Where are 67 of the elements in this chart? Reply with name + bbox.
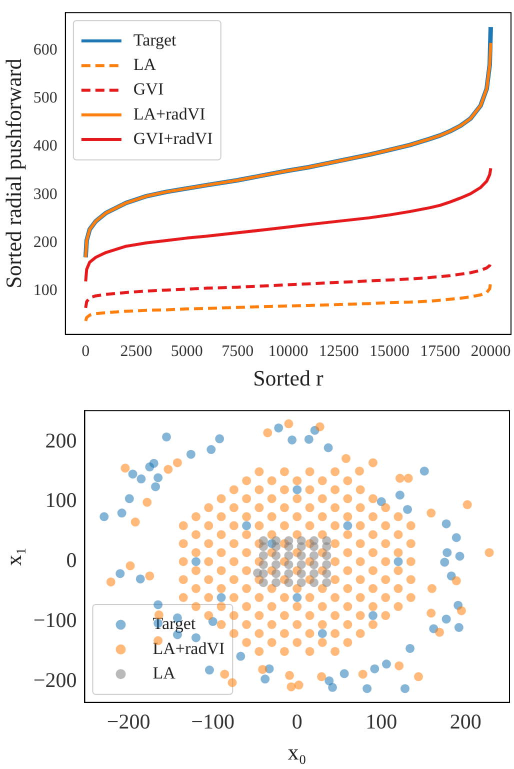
point — [322, 560, 332, 570]
point — [309, 551, 318, 560]
x-tick-label: −200 — [106, 710, 150, 734]
point — [309, 560, 318, 570]
legend-label: LA+radVI — [133, 104, 206, 124]
point — [322, 551, 332, 560]
point — [258, 560, 268, 570]
y-tick-label: 500 — [33, 90, 58, 107]
x-tick-label: 2500 — [120, 343, 152, 360]
x-tick-label: 20000 — [470, 343, 511, 360]
x-tick-label: 12500 — [318, 343, 359, 360]
y-tick-label: 400 — [33, 138, 58, 155]
point — [322, 536, 332, 546]
x-tick-label: 10000 — [268, 343, 308, 360]
point — [284, 560, 294, 570]
legend-label: Target — [133, 30, 177, 50]
point — [272, 560, 281, 570]
y-tick-label: −100 — [33, 608, 77, 632]
point — [296, 536, 306, 546]
x-tick-label: 15000 — [369, 343, 410, 360]
point — [272, 536, 281, 546]
point — [322, 578, 332, 588]
point — [272, 551, 281, 560]
point — [309, 536, 318, 546]
point — [284, 551, 294, 560]
x-tick-label: 17500 — [420, 343, 460, 360]
point — [296, 551, 306, 560]
legend-label: LA — [152, 664, 176, 683]
x-tick-label: −100 — [191, 710, 235, 734]
point — [284, 578, 294, 588]
y-axis-title: x₁ — [0, 547, 26, 566]
legend-label: GVI+radVI — [133, 128, 214, 148]
point — [309, 569, 318, 578]
point — [296, 578, 306, 588]
point — [258, 536, 268, 546]
legend-label: LA — [133, 55, 157, 74]
point — [284, 569, 294, 578]
legend-label: Target — [152, 614, 196, 634]
point — [272, 578, 281, 588]
x-tick-label: 0 — [292, 710, 302, 734]
x-axis-title: Sorted r — [253, 366, 324, 391]
y-tick-label: 0 — [66, 548, 77, 572]
y-tick-label: 200 — [45, 428, 77, 452]
x-axis-title: x₀ — [288, 740, 306, 765]
x-tick-label: 100 — [366, 710, 398, 734]
y-tick-label: 200 — [33, 234, 58, 252]
x-tick-label: 7500 — [222, 343, 254, 360]
point — [258, 551, 268, 560]
x-tick-label: 200 — [450, 710, 482, 734]
y-axis-title: Sorted radial pushforward — [0, 58, 26, 288]
point — [253, 568, 262, 578]
point — [258, 578, 268, 588]
legend-label: GVI — [133, 80, 164, 99]
x-tick-label: 5000 — [170, 343, 203, 360]
point — [309, 578, 318, 588]
y-tick-label: 100 — [33, 282, 58, 300]
x-tick-label: 0 — [82, 343, 90, 360]
point — [296, 569, 306, 578]
y-tick-label: 300 — [33, 186, 58, 203]
point — [296, 560, 306, 570]
point — [322, 569, 332, 578]
point — [284, 536, 294, 546]
y-tick-label: 600 — [33, 41, 58, 58]
y-tick-label: 100 — [45, 488, 77, 512]
y-tick-label: −200 — [33, 668, 77, 692]
point — [272, 569, 281, 578]
legend-label: LA+radVI — [152, 638, 225, 658]
